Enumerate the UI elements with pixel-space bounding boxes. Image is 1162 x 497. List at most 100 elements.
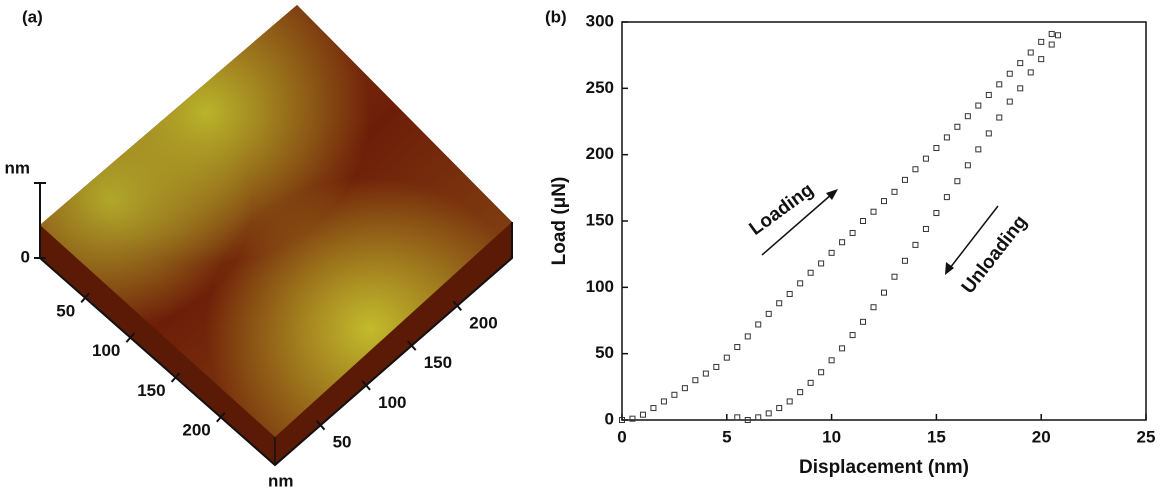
data-point xyxy=(797,280,804,287)
data-point xyxy=(954,178,961,185)
axis-tick xyxy=(125,332,136,343)
data-point xyxy=(933,145,940,152)
data-point xyxy=(912,241,919,248)
panel-label: (b) xyxy=(545,7,567,26)
data-point xyxy=(1027,69,1034,76)
data-point xyxy=(1027,49,1034,56)
data-point xyxy=(912,166,919,173)
plot-frame xyxy=(621,21,1147,421)
data-point xyxy=(996,114,1003,121)
data-point xyxy=(922,225,929,232)
data-point xyxy=(619,417,625,423)
x-tick-label: 25 xyxy=(1137,427,1156,446)
data-point xyxy=(870,208,877,215)
data-point xyxy=(828,249,835,256)
arrow xyxy=(761,193,833,256)
data-point xyxy=(807,379,814,386)
x-tick-label: 5 xyxy=(722,427,731,446)
arrow-head xyxy=(945,262,954,275)
x-tick-label: 20 xyxy=(1032,427,1051,446)
data-point xyxy=(1038,56,1045,63)
annotation: Loading xyxy=(746,179,818,239)
data-point xyxy=(1048,30,1055,37)
axis-tick xyxy=(407,340,417,351)
z-tick-label: 0 xyxy=(21,247,30,266)
data-point xyxy=(849,332,856,339)
data-point xyxy=(964,162,971,169)
data-point xyxy=(943,134,950,141)
data-point xyxy=(860,218,867,224)
data-point xyxy=(996,81,1003,88)
data-point xyxy=(1048,41,1055,48)
data-point xyxy=(1038,38,1045,45)
axis-tick xyxy=(361,380,371,391)
data-point xyxy=(849,229,856,236)
axis-tick-label: 50 xyxy=(333,433,352,452)
axis-tick xyxy=(216,412,226,423)
data-point xyxy=(776,300,783,307)
y-tick-label: 200 xyxy=(586,144,614,163)
data-point xyxy=(860,318,867,325)
y-axis-title: Load (μN) xyxy=(549,177,570,266)
data-point xyxy=(765,410,772,417)
data-point xyxy=(1006,70,1013,77)
data-point xyxy=(985,130,992,137)
axis-tick-label: 100 xyxy=(92,341,120,360)
data-point xyxy=(1006,98,1013,105)
data-point xyxy=(891,273,898,280)
surface-image xyxy=(39,5,513,467)
data-point xyxy=(650,405,657,412)
data-point xyxy=(839,345,846,352)
y-tick-label: 300 xyxy=(586,11,614,30)
data-point xyxy=(807,269,814,276)
z-tick-label: 20 nm xyxy=(0,158,30,177)
axis-unit: nm xyxy=(268,471,294,490)
data-point xyxy=(975,146,982,153)
axis-tick-label: 150 xyxy=(137,381,165,400)
x-axis-title: Displacement (nm) xyxy=(799,457,969,478)
data-point xyxy=(1017,85,1024,92)
data-point xyxy=(744,333,751,340)
arrow-head xyxy=(826,189,838,200)
data-point xyxy=(881,289,887,296)
data-point xyxy=(786,398,793,405)
x-tick-label: 10 xyxy=(822,427,841,446)
x-tick-label: 0 xyxy=(617,427,626,446)
data-point xyxy=(922,155,929,162)
data-point xyxy=(985,91,992,98)
data-point xyxy=(755,321,762,328)
data-point xyxy=(755,414,762,421)
axis-tick-label: 200 xyxy=(469,313,497,332)
data-point xyxy=(943,194,950,201)
panel-label: (a) xyxy=(22,7,43,26)
data-point xyxy=(818,369,825,376)
data-point xyxy=(901,176,908,183)
data-point xyxy=(734,414,741,421)
data-point xyxy=(734,344,741,351)
y-tick-label: 100 xyxy=(586,277,614,296)
axis-tick-label: 50 xyxy=(56,301,75,320)
y-tick-label: 0 xyxy=(605,409,614,428)
data-point xyxy=(954,123,961,130)
data-point xyxy=(901,257,908,264)
data-point xyxy=(744,417,751,423)
data-point xyxy=(765,310,772,317)
data-point xyxy=(776,405,783,412)
data-point xyxy=(702,370,709,377)
annotation: Unloading xyxy=(958,212,1032,298)
axis-tick xyxy=(80,292,90,303)
axis-tick xyxy=(170,372,181,383)
data-point xyxy=(681,385,688,392)
axis-tick xyxy=(315,420,326,431)
arrow xyxy=(949,205,999,269)
data-point xyxy=(713,363,720,370)
data-point xyxy=(975,102,982,109)
data-point xyxy=(639,411,646,418)
data-point xyxy=(870,304,877,311)
data-point xyxy=(818,260,825,267)
y-tick-label: 50 xyxy=(595,343,614,362)
data-point xyxy=(629,415,636,422)
data-point xyxy=(839,239,846,246)
